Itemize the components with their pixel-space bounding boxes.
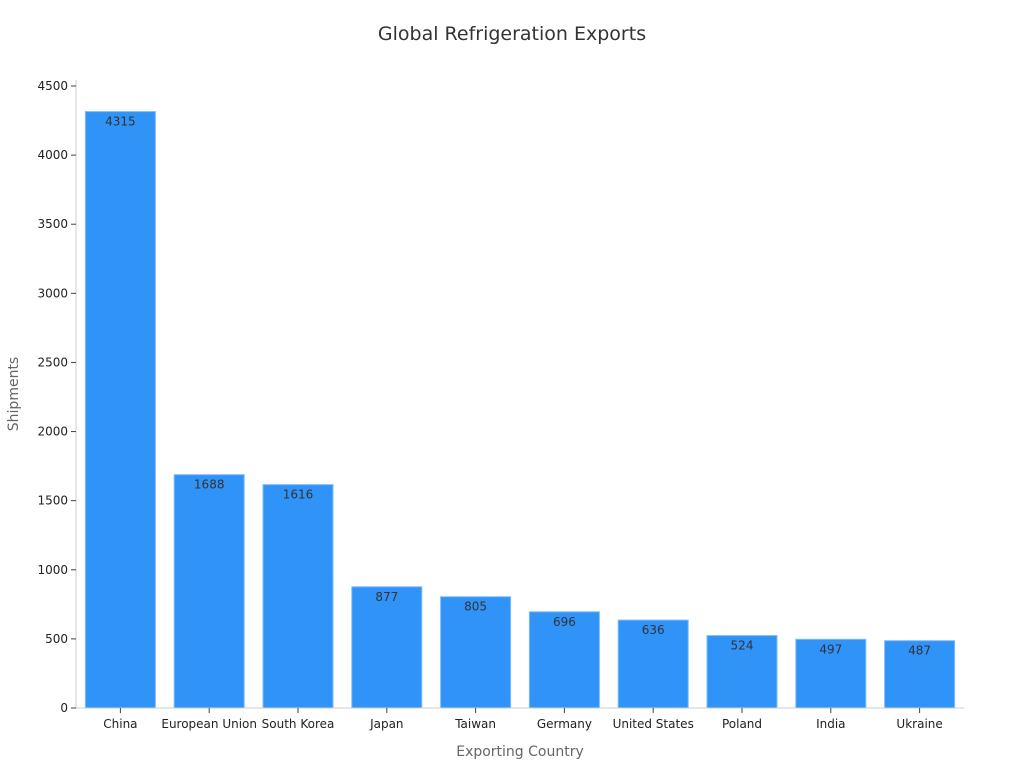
x-axis-label: Exporting Country [456,744,584,760]
bars: 4315 1688 1616 877 805 696 636 524 497 487 [84,111,956,709]
y-tick-label: 0 [60,701,68,715]
bar-value-label: 1616 [283,488,314,502]
bar [528,611,600,709]
bar [262,484,334,709]
x-tick-label: Ukraine [896,717,942,731]
y-axis-label: Shipments [6,357,22,431]
y-tick-label: 2000 [37,425,68,439]
bar [884,640,956,709]
y-tick-label: 500 [45,632,68,646]
x-axis: China European Union South Korea Japan Taiwa… [76,707,964,731]
bar [173,474,245,709]
y-axis: 0 500 1000 1500 2000 2500 3000 3500 4000 4500 [37,79,77,715]
y-tick-label: 4000 [37,148,68,162]
y-tick-label: 4500 [37,79,68,93]
bar-value-label: 877 [375,590,398,604]
x-tick-label: South Korea [262,717,335,731]
bar [617,619,689,709]
y-tick-label: 1500 [37,494,68,508]
x-tick-label: Taiwan [454,717,496,731]
bar-value-label: 524 [731,639,754,653]
bar-value-label: 805 [464,600,487,614]
x-tick-label: Germany [537,717,592,731]
bar-value-label: 4315 [105,115,136,129]
x-tick-label: India [816,717,845,731]
y-tick-label: 1000 [37,563,68,577]
bar [84,111,156,709]
bar [706,635,778,709]
chart-title: Global Refrigeration Exports [378,23,646,45]
x-tick-label: United States [613,717,694,731]
x-tick-label: China [103,717,137,731]
x-tick-label: Japan [369,717,403,731]
bar [440,596,512,709]
bar-value-label: 696 [553,615,576,629]
bar-value-label: 497 [819,642,842,656]
x-tick-label: European Union [161,717,257,731]
y-tick-label: 3500 [37,217,68,231]
x-tick-label: Poland [722,717,762,731]
bar-value-label: 487 [908,644,931,658]
y-tick-label: 3000 [37,286,68,300]
bar-value-label: 1688 [194,478,225,492]
y-tick-label: 2500 [37,355,68,369]
bar-value-label: 636 [642,623,665,637]
bar [351,586,423,709]
